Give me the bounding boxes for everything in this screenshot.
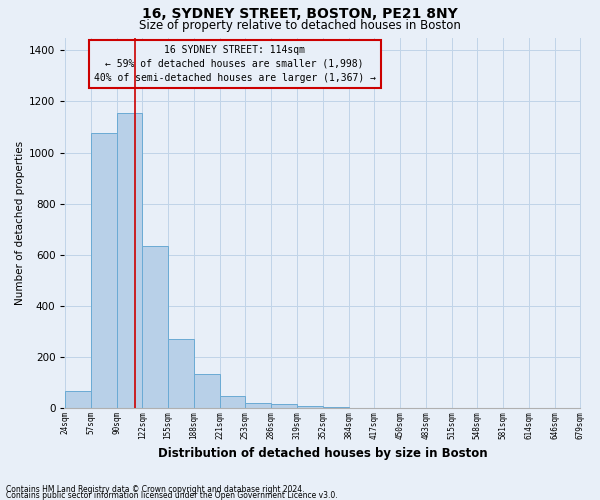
Bar [65,391,91,408]
Bar [194,374,220,408]
Bar [323,407,349,408]
Bar [220,396,245,408]
Bar [91,134,116,408]
Bar [142,246,168,408]
Y-axis label: Number of detached properties: Number of detached properties [15,141,25,305]
Bar [297,406,323,408]
Text: Contains public sector information licensed under the Open Government Licence v3: Contains public sector information licen… [6,490,338,500]
Bar [271,404,297,408]
Bar [168,339,194,408]
Bar [116,113,142,408]
Text: Size of property relative to detached houses in Boston: Size of property relative to detached ho… [139,19,461,32]
Text: Contains HM Land Registry data © Crown copyright and database right 2024.: Contains HM Land Registry data © Crown c… [6,484,305,494]
Bar [245,403,271,408]
Text: 16, SYDNEY STREET, BOSTON, PE21 8NY: 16, SYDNEY STREET, BOSTON, PE21 8NY [142,8,458,22]
Text: 16 SYDNEY STREET: 114sqm
← 59% of detached houses are smaller (1,998)
40% of sem: 16 SYDNEY STREET: 114sqm ← 59% of detach… [94,45,376,83]
X-axis label: Distribution of detached houses by size in Boston: Distribution of detached houses by size … [158,447,487,460]
